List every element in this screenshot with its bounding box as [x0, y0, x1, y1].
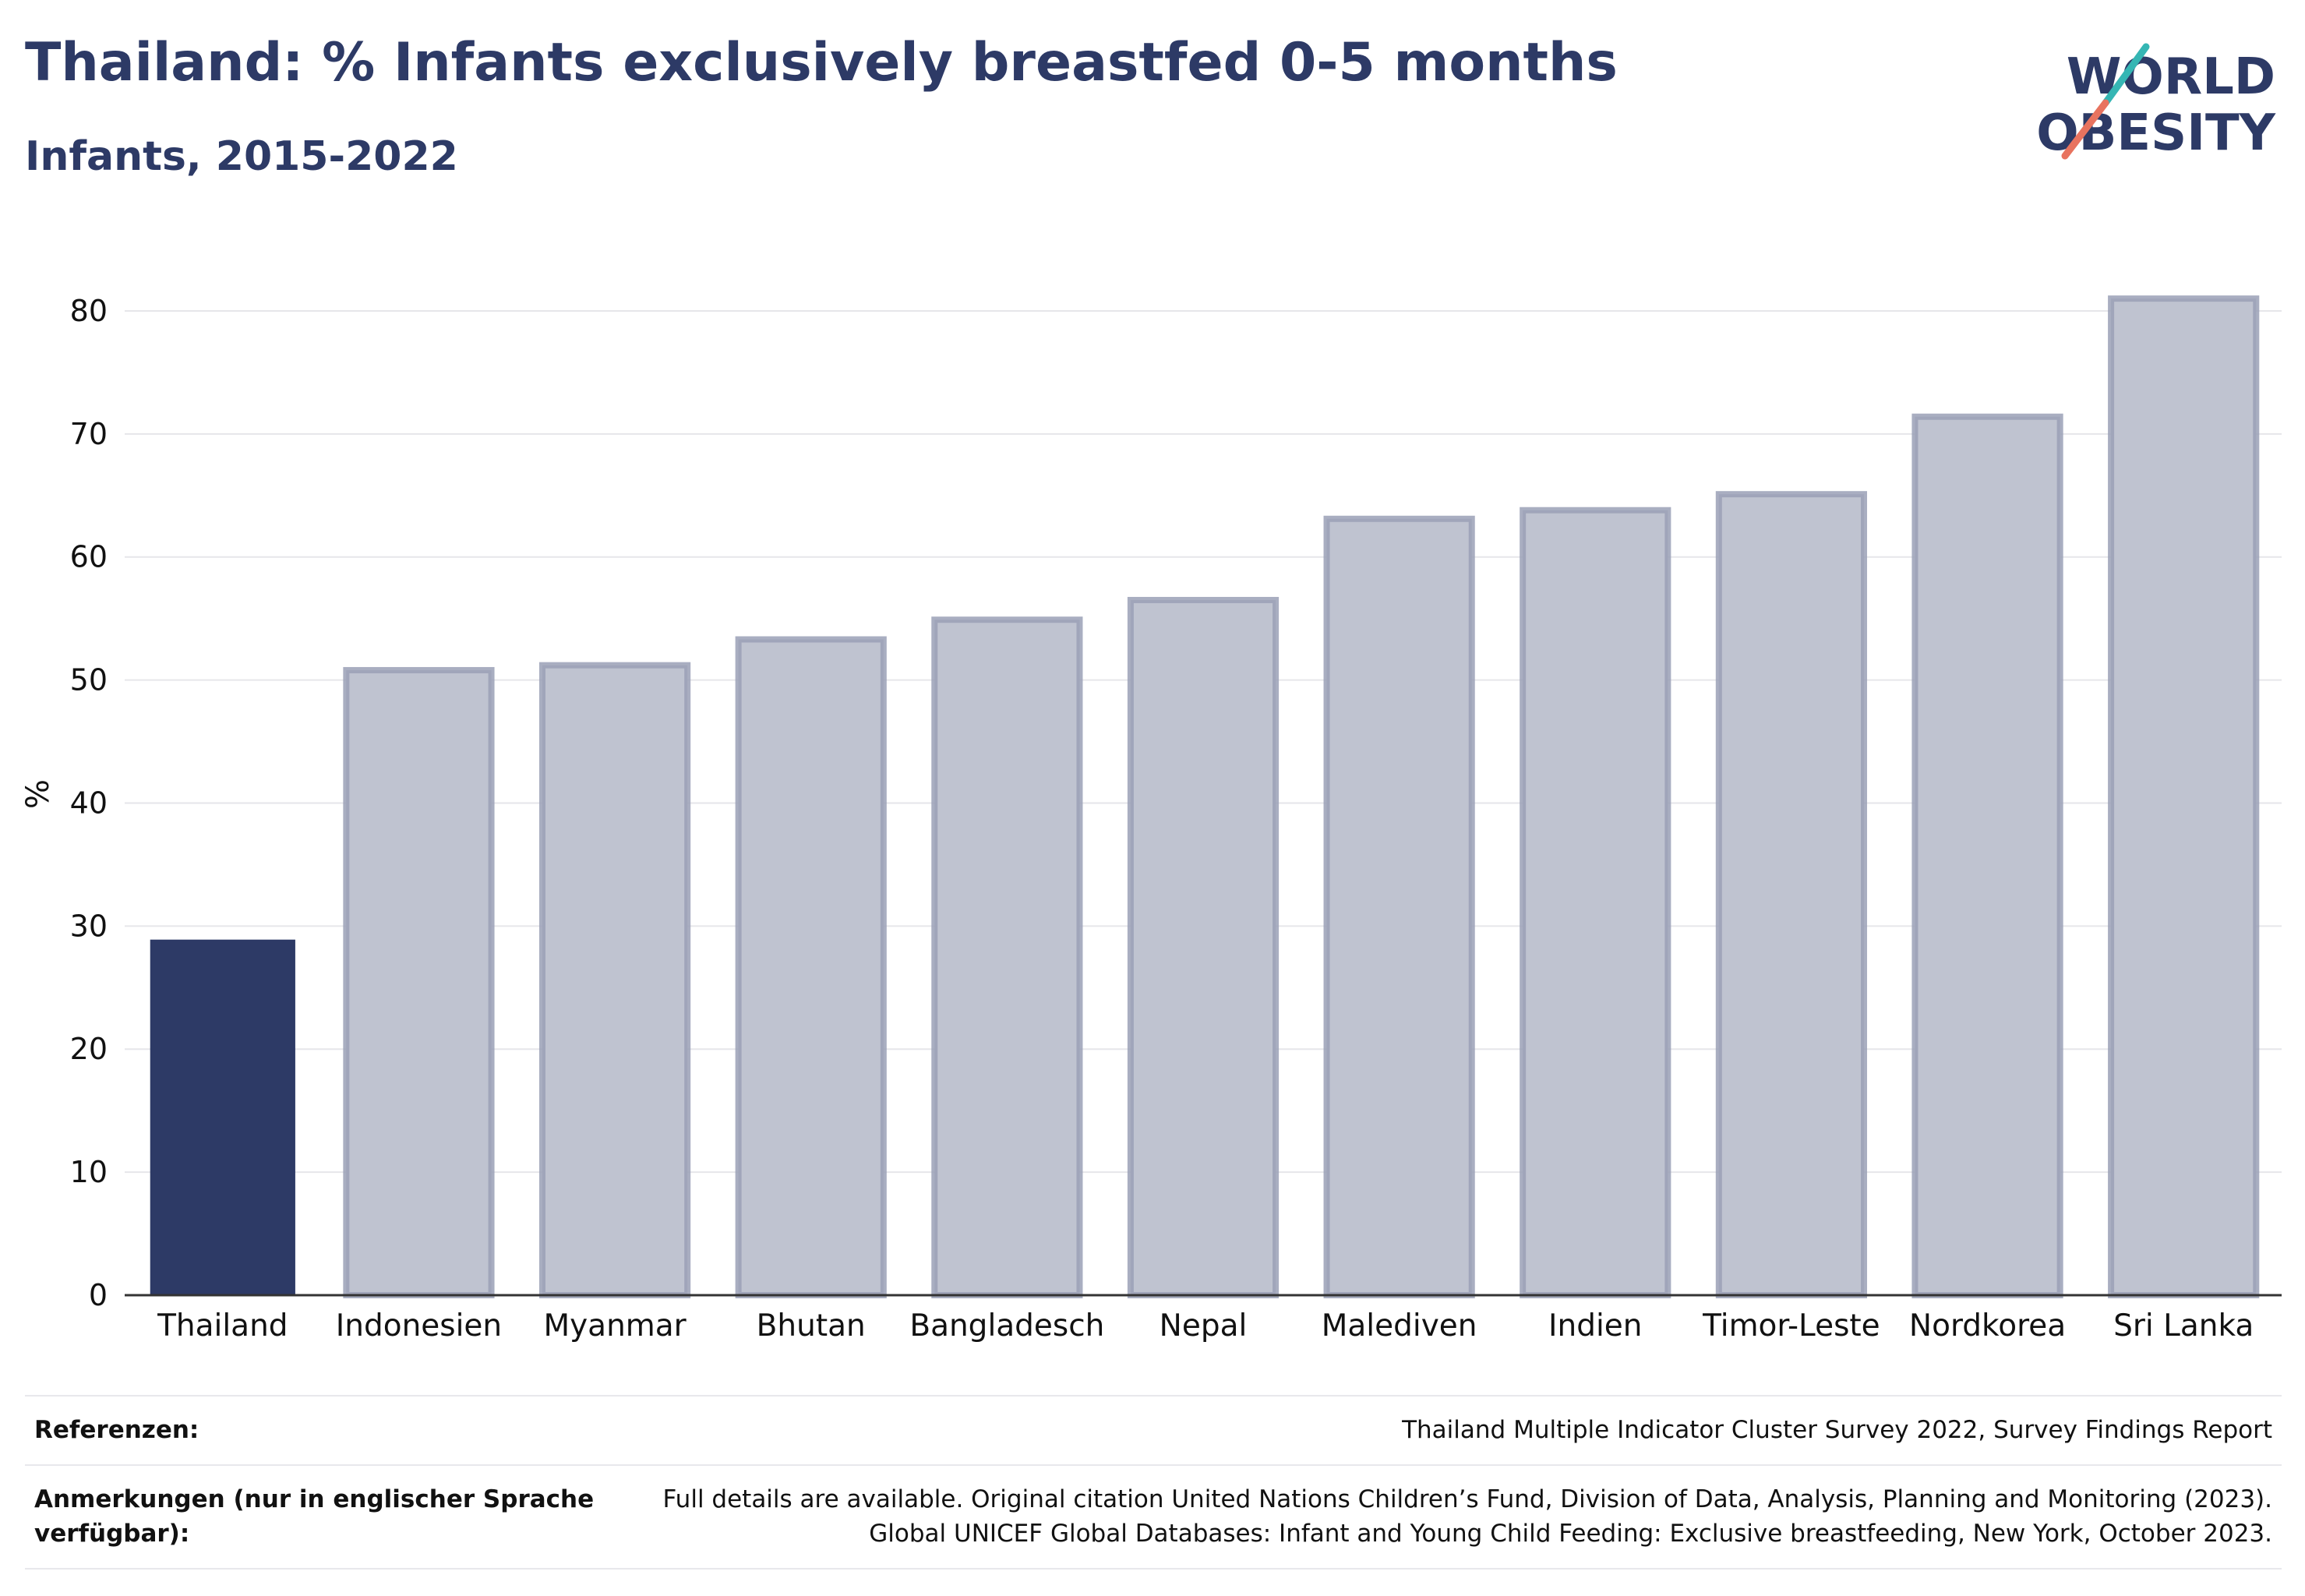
x-category-label: Nepal — [1160, 1308, 1248, 1344]
y-axis-ticks: 0 10 20 30 40 50 60 70 80 — [70, 294, 108, 1312]
y-tick-label: 80 — [70, 294, 108, 328]
logo-line-world: WORLD — [2067, 48, 2275, 106]
logo-line-obesity: OBESITY — [2036, 104, 2275, 162]
chart-title: Thailand: % Infants exclusively breastfe… — [25, 32, 1618, 94]
remarks-label: Anmerkungen (nur in englischer Sprache v… — [34, 1485, 595, 1548]
y-tick-label: 60 — [70, 540, 108, 574]
x-category-label: Bhutan — [757, 1308, 866, 1344]
bar-thailand[interactable] — [150, 939, 295, 1295]
x-category-label: Indonesien — [336, 1308, 502, 1344]
references-value: Thailand Multiple Indicator Cluster Surv… — [1402, 1416, 2272, 1444]
x-category-label: Indien — [1548, 1308, 1643, 1344]
logo-slash-teal-icon — [2102, 43, 2150, 107]
y-tick-label: 40 — [70, 786, 108, 820]
x-category-label: Bangladesch — [909, 1308, 1104, 1344]
y-tick-label: 20 — [70, 1032, 108, 1066]
bar-bangladesch[interactable] — [931, 616, 1083, 1298]
x-axis-labels: Thailand Indonesien Myanmar Bhutan Banglades… — [157, 1308, 2254, 1344]
references-row: Referenzen: Thailand Multiple Indicator … — [25, 1395, 2282, 1464]
x-category-label: Sri Lanka — [2113, 1308, 2254, 1344]
y-tick-label: 30 — [70, 909, 108, 943]
y-axis-title: % — [20, 779, 56, 809]
bar-timor-leste[interactable] — [1715, 491, 1868, 1298]
y-tick-label: 70 — [70, 417, 108, 451]
bar-chart: 0 10 20 30 40 50 60 70 80 Thailand Indonesien Myan… — [20, 294, 2282, 1344]
logo-slash-coral-icon — [2061, 99, 2109, 160]
remarks-line-1: Full details are available. Original cit… — [662, 1485, 2272, 1514]
world-obesity-logo: WORLD OBESITY — [2036, 43, 2276, 162]
remarks-value: Full details are available. Original cit… — [627, 1483, 2272, 1551]
bars — [150, 295, 2260, 1299]
y-tick-label: 0 — [89, 1278, 108, 1312]
x-category-label: Malediven — [1322, 1308, 1477, 1344]
bar-myanmar[interactable] — [538, 662, 691, 1298]
remarks-line-2: Global UNICEF Global Databases: Infant a… — [869, 1519, 2272, 1548]
bar-sri-lanka[interactable] — [2108, 295, 2260, 1298]
x-category-label: Thailand — [157, 1308, 288, 1344]
references-label: Referenzen: — [34, 1416, 199, 1444]
bar-malediven[interactable] — [1323, 515, 1475, 1299]
x-category-label: Nordkorea — [1909, 1308, 2066, 1344]
bar-nordkorea[interactable] — [1911, 413, 2063, 1299]
y-tick-label: 50 — [70, 663, 108, 697]
x-category-label: Myanmar — [543, 1308, 687, 1344]
bar-bhutan[interactable] — [735, 636, 887, 1298]
bar-indien[interactable] — [1520, 507, 1671, 1299]
bar-nepal[interactable] — [1127, 596, 1280, 1298]
bar-indonesien[interactable] — [343, 666, 495, 1298]
x-category-label: Timor-Leste — [1702, 1308, 1880, 1344]
y-tick-label: 10 — [70, 1155, 108, 1189]
chart-subtitle: Infants, 2015-2022 — [25, 133, 458, 180]
remarks-row: Anmerkungen (nur in englischer Sprache v… — [25, 1464, 2282, 1570]
notes-table: Referenzen: Thailand Multiple Indicator … — [25, 1395, 2282, 1570]
